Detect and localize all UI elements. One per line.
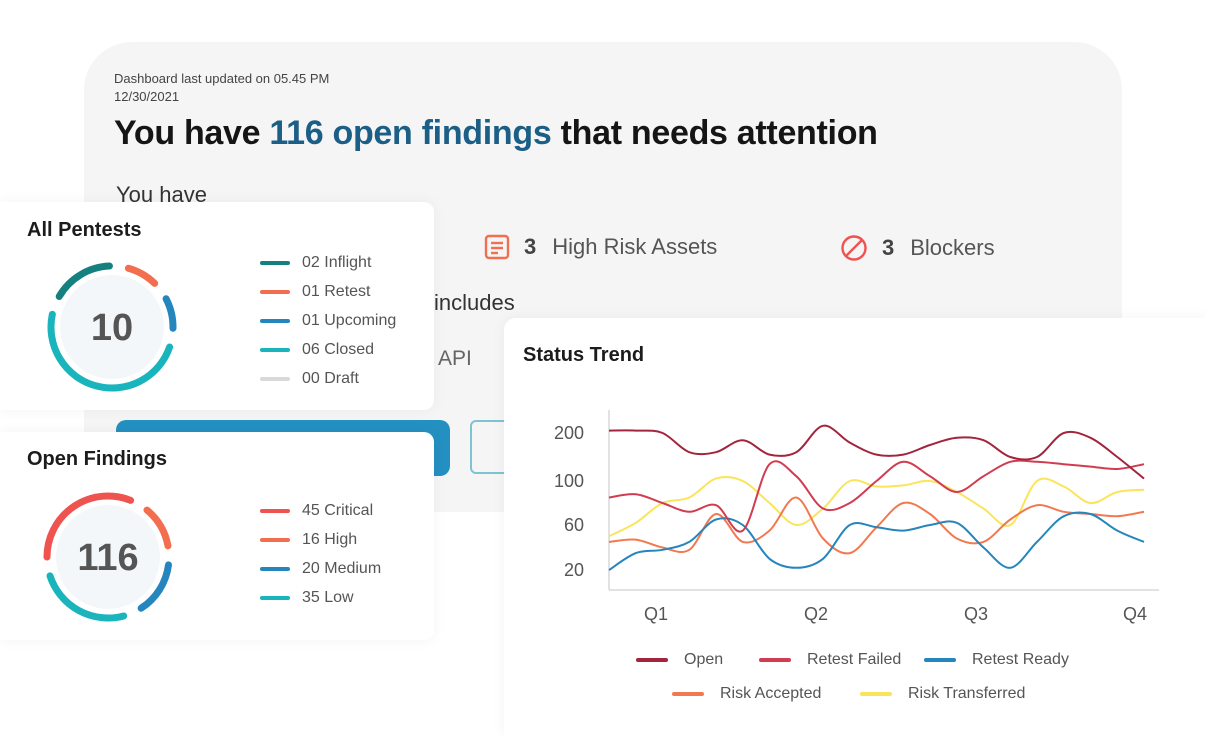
open-findings-link[interactable]: 116 open findings <box>269 114 552 152</box>
stat-count: 3 <box>882 235 895 260</box>
series-line-open <box>608 424 1145 480</box>
y-tick-label: 200 <box>554 423 584 443</box>
legend-swatch <box>260 260 290 265</box>
legend-label: 20 Medium <box>302 559 382 577</box>
legend-item-open[interactable]: Open <box>636 651 723 669</box>
y-tick-label: 20 <box>564 560 584 580</box>
pentests-legend: 02 Inflight 01 Retest 01 Upcoming 06 Closed… <box>260 248 396 393</box>
legend-item: 02 Inflight <box>260 248 396 277</box>
donut-segment <box>43 492 135 561</box>
last-updated: Dashboard last updated on 05.45 PM 12/30… <box>114 71 330 104</box>
series-line-risk-transferred <box>608 476 1145 538</box>
legend-item-risk-accepted[interactable]: Risk Accepted <box>672 685 821 703</box>
donut-segment <box>124 264 159 287</box>
legend-item: 20 Medium <box>260 554 381 583</box>
series-line-retest-ready <box>608 511 1145 571</box>
pentests-total: 10 <box>91 307 133 349</box>
card-title: All Pentests <box>27 219 142 241</box>
legend-swatch <box>260 508 290 513</box>
stat-label: Blockers <box>910 235 995 260</box>
legend-swatch <box>260 289 290 294</box>
series-line-retest-failed <box>608 459 1145 533</box>
legend-label: 02 Inflight <box>302 253 372 271</box>
legend-item: 16 High <box>260 525 381 554</box>
legend-swatch <box>260 376 290 381</box>
legend-label: Retest Ready <box>972 651 1069 668</box>
y-tick-label: 100 <box>554 471 584 491</box>
legend-label: Risk Accepted <box>720 685 822 702</box>
legend-swatch <box>260 566 290 571</box>
x-tick-label: Q4 <box>1123 604 1147 624</box>
legend-item: 00 Draft <box>260 364 396 393</box>
chart-title: Status Trend <box>523 344 645 366</box>
blockers-stat[interactable]: 3 Blockers <box>840 234 995 262</box>
card-title: Open Findings <box>27 448 167 470</box>
legend-label: 45 Critical <box>302 501 374 519</box>
x-tick-label: Q2 <box>804 604 828 624</box>
x-tick-label: Q3 <box>964 604 988 624</box>
legend-label: 35 Low <box>302 588 354 606</box>
donut-segment <box>143 506 172 550</box>
donut-segment <box>55 262 113 300</box>
blocked-icon <box>841 235 867 261</box>
legend-label: 00 Draft <box>302 369 359 387</box>
stat-count: 3 <box>524 234 537 259</box>
high-risk-assets-stat[interactable]: 3 High Risk Assets <box>484 234 717 260</box>
legend-swatch <box>672 692 704 696</box>
stat-label: High Risk Assets <box>552 234 718 259</box>
legend-swatch <box>636 658 668 662</box>
legend-swatch <box>260 595 290 600</box>
legend-swatch <box>260 318 290 323</box>
legend-label: 01 Upcoming <box>302 311 397 329</box>
legend-label: Risk Transferred <box>908 685 1026 702</box>
legend-label: 16 High <box>302 530 358 548</box>
all-pentests-card: All Pentests 10 02 Inflight 01 Retest 01 U… <box>0 202 434 410</box>
donut-segment <box>137 561 172 612</box>
legend-swatch <box>260 537 290 542</box>
legend-item: 35 Low <box>260 583 381 612</box>
legend-label: 06 Closed <box>302 340 375 358</box>
donut-center <box>60 275 164 379</box>
legend-item-retest-failed[interactable]: Retest Failed <box>759 651 901 669</box>
legend-item-risk-transferred[interactable]: Risk Transferred <box>860 685 1025 703</box>
legend-label: 01 Retest <box>302 282 371 300</box>
legend-swatch <box>260 347 290 352</box>
open-findings-card: Open Findings 116 45 Critical 16 High 20 M… <box>0 432 434 640</box>
legend-swatch <box>924 658 956 662</box>
donut-center <box>56 505 160 609</box>
legend-item: 45 Critical <box>260 496 381 525</box>
api-label: API <box>438 347 472 370</box>
series-line-risk-accepted <box>608 496 1145 555</box>
findings-donut-chart: 116 <box>43 492 172 622</box>
y-tick-label: 60 <box>564 515 584 535</box>
legend-item: 01 Retest <box>260 277 396 306</box>
donut-segment <box>47 310 174 392</box>
includes-label: includes <box>434 290 515 315</box>
document-icon <box>484 234 510 260</box>
legend-swatch <box>860 692 892 696</box>
status-trend-card: 20 60 100 200 Q1 Q2 Q3 Q4 Status Trend Open Rete… <box>504 318 1206 736</box>
legend-item: 01 Upcoming <box>260 306 396 335</box>
page-title: You have 116 open findings that needs at… <box>114 114 878 152</box>
findings-total: 116 <box>77 537 138 579</box>
donut-segment <box>46 572 128 622</box>
donut-segment <box>162 295 177 332</box>
pentests-donut-chart: 10 <box>47 262 177 392</box>
legend-label: Retest Failed <box>807 651 902 668</box>
legend-item: 06 Closed <box>260 335 396 364</box>
findings-legend: 45 Critical 16 High 20 Medium 35 Low <box>260 496 381 612</box>
status-trend-chart: 20 60 100 200 Q1 Q2 Q3 Q4 <box>554 410 1159 624</box>
legend-swatch <box>759 658 791 662</box>
legend-item-retest-ready[interactable]: Retest Ready <box>924 651 1069 669</box>
legend-label: Open <box>684 651 724 668</box>
x-tick-label: Q1 <box>644 604 668 624</box>
